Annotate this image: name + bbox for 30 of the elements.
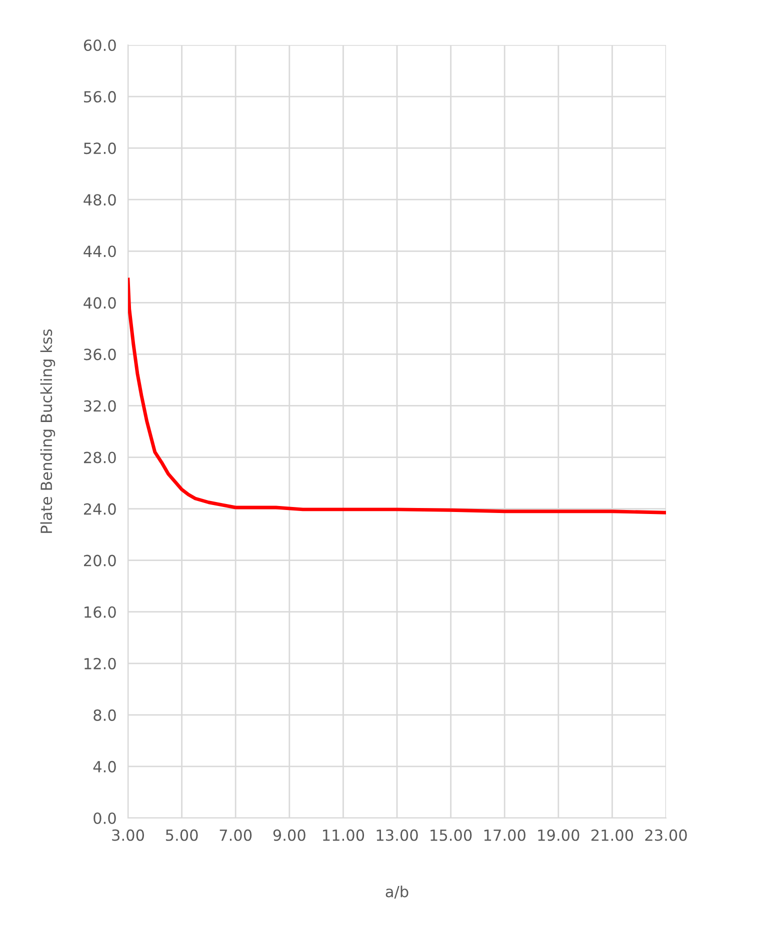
y-tick-label: 40.0 xyxy=(84,297,116,309)
x-tick-label: 9.00 xyxy=(273,829,306,841)
y-tick-label: 24.0 xyxy=(84,503,116,515)
y-axis-title: Plate Bending Buckling kss xyxy=(40,329,56,533)
y-tick-label: 56.0 xyxy=(84,91,116,103)
x-tick-label: 7.00 xyxy=(220,829,252,841)
x-tick-label: 23.00 xyxy=(645,829,687,841)
y-tick-label: 12.0 xyxy=(84,658,116,670)
x-tick-label: 19.00 xyxy=(538,829,580,841)
y-tick-label: 0.0 xyxy=(94,812,116,824)
x-tick-label: 3.00 xyxy=(112,829,144,841)
y-tick-label: 16.0 xyxy=(84,606,116,618)
y-tick-label: 32.0 xyxy=(84,400,116,412)
y-tick-label: 48.0 xyxy=(84,194,116,206)
x-tick-label: 15.00 xyxy=(430,829,472,841)
y-tick-label: 44.0 xyxy=(84,246,116,258)
y-tick-label: 36.0 xyxy=(84,348,116,360)
y-tick-label: 20.0 xyxy=(84,554,116,566)
line-series xyxy=(128,278,666,514)
y-tick-label: 4.0 xyxy=(93,760,116,772)
x-tick-label: 21.00 xyxy=(591,829,634,841)
y-tick-label: 52.0 xyxy=(84,142,116,154)
y-tick-label: 8.0 xyxy=(94,709,116,721)
x-tick-label: 11.00 xyxy=(323,829,364,841)
y-tick-label: 60.0 xyxy=(84,39,116,52)
y-tick-label: 28.0 xyxy=(84,452,116,464)
x-tick-label: 13.00 xyxy=(376,829,418,841)
x-axis-title: a/b xyxy=(386,886,408,899)
x-tick-label: 17.00 xyxy=(484,829,526,841)
x-tick-label: 5.00 xyxy=(166,829,198,841)
